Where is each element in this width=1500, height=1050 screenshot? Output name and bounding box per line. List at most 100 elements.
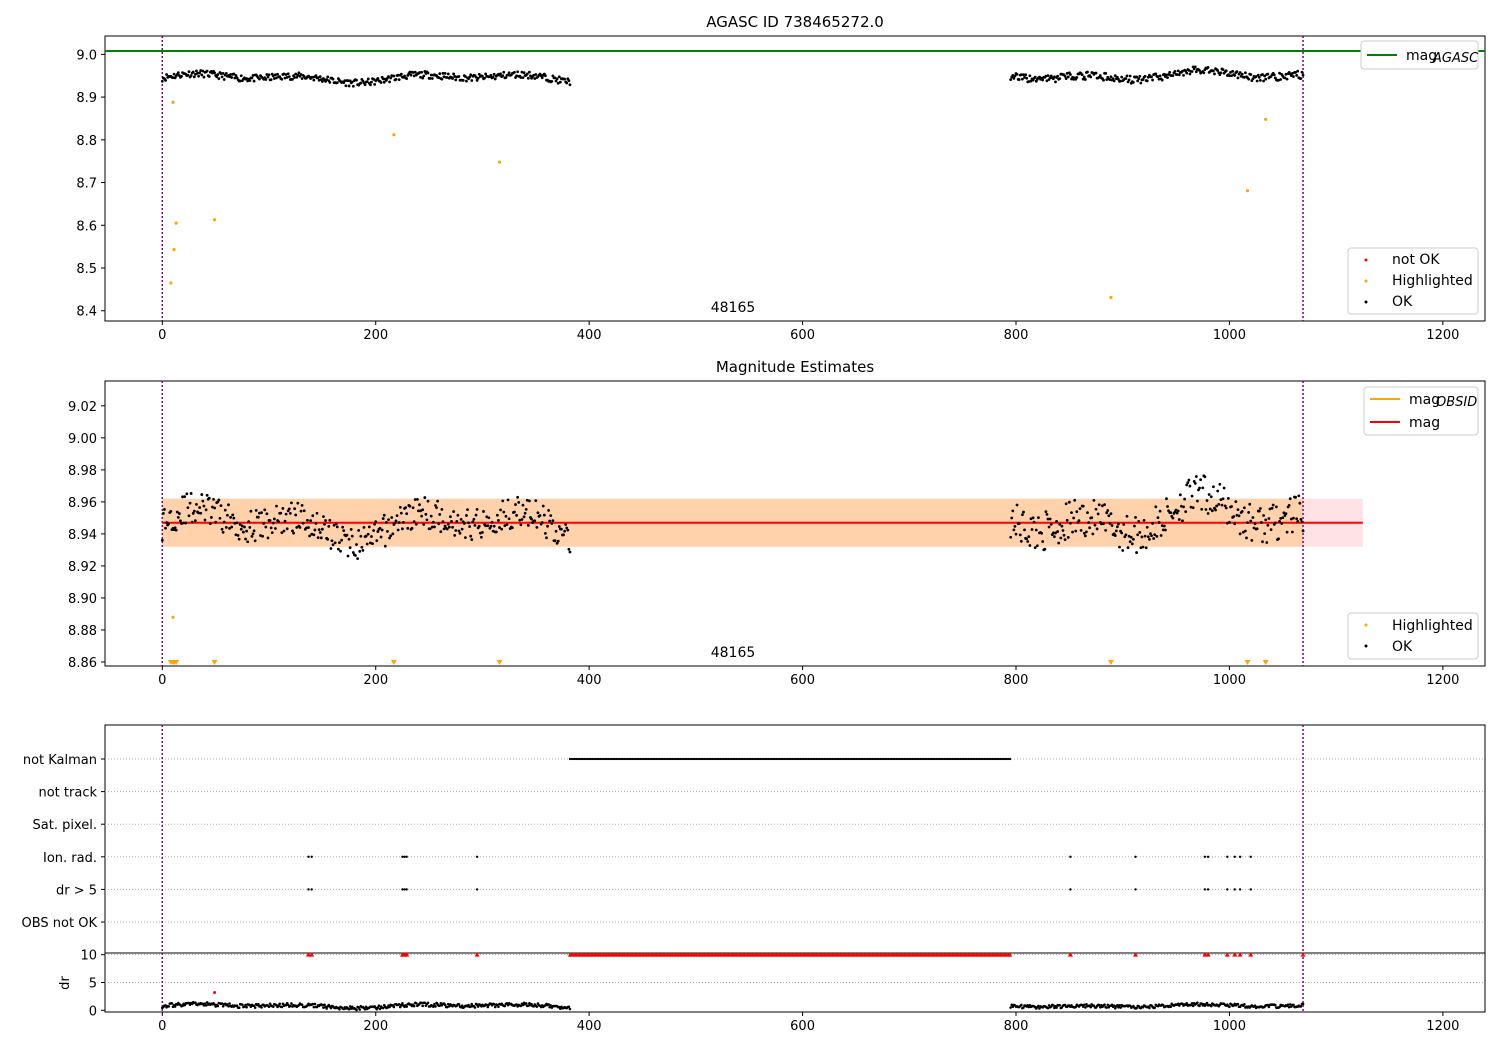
p4-ok-point xyxy=(398,1005,402,1009)
p3-flag-point xyxy=(576,757,580,761)
p1-ok-point xyxy=(160,79,164,83)
p3-flag-point xyxy=(401,888,404,891)
p3-flag-point xyxy=(988,757,991,761)
p3-flag-point xyxy=(730,757,733,761)
p1-ok-point xyxy=(238,79,242,83)
p2-ok-point xyxy=(1160,524,1164,528)
p2-ok-point xyxy=(1043,547,1047,551)
p2-ok-point xyxy=(1073,498,1077,502)
p2-ytick-label: 8.86 xyxy=(68,656,97,671)
p3-flag-point xyxy=(928,757,932,761)
p1-ok-point xyxy=(171,76,175,80)
p2-ok-point xyxy=(1230,505,1233,508)
p3-flag-point xyxy=(613,757,616,761)
p2-ok-point xyxy=(1169,511,1173,514)
p4-xtick-label: 400 xyxy=(577,1019,602,1034)
p2-ok-point xyxy=(381,517,385,520)
p3-flag-point xyxy=(744,757,748,761)
p1-ok-point xyxy=(1029,79,1033,83)
p2-ok-point xyxy=(190,520,194,524)
p4-capped-marker xyxy=(1224,952,1230,957)
p3-flag-point xyxy=(832,757,836,761)
panel4-plot-area: 0 200 400 600 800 1000 1200 0 5 10 xyxy=(80,949,1485,1034)
p3-flag-point xyxy=(956,757,959,761)
p2-ok-point xyxy=(463,536,467,539)
p3-flag-point xyxy=(800,757,804,761)
panel1-legend-bottom: not OK Highlighted OK xyxy=(1347,247,1479,315)
p3-flag-point xyxy=(401,855,404,858)
p4-ok-point xyxy=(1085,1002,1088,1006)
p2-ok-point xyxy=(258,511,261,515)
p2-ok-point xyxy=(1257,509,1261,513)
p2-ok-point xyxy=(1061,529,1065,532)
p1-ok-point xyxy=(320,80,324,83)
p1-ok-point xyxy=(1257,75,1261,79)
p3-flag-point xyxy=(920,757,924,761)
p3-flag-point xyxy=(839,757,842,761)
p1-ok-point xyxy=(506,73,510,77)
p1-ok-point xyxy=(493,77,497,81)
p2-ok-point xyxy=(1044,510,1048,514)
p4-ok-point xyxy=(476,1005,480,1008)
p2-ok-point xyxy=(310,532,314,536)
p2-ok-point xyxy=(504,514,508,518)
p2-offscale-marker xyxy=(1262,660,1269,665)
p2-ok-point xyxy=(1263,532,1267,535)
p1-ok-point xyxy=(516,70,520,74)
p1-ok-point xyxy=(491,75,495,79)
p2-ok-point xyxy=(477,524,481,528)
p4-ok-point xyxy=(397,1003,401,1006)
p2-ok-point xyxy=(491,529,495,533)
p4-ok-point xyxy=(1074,1005,1078,1009)
p1-ok-point xyxy=(164,78,167,82)
p4-ok-point xyxy=(312,1005,316,1009)
p3-flag-point xyxy=(1069,888,1072,891)
p2-ok-point xyxy=(299,509,303,513)
p1-ytick-label: 8.9 xyxy=(76,91,97,106)
p3-flag-point xyxy=(596,757,599,761)
p2-ok-point xyxy=(386,529,389,533)
p2-ok-point xyxy=(248,525,252,529)
p2-ok-point xyxy=(1057,541,1061,545)
p1-ytick-label: 8.5 xyxy=(76,262,97,277)
p2-ok-point xyxy=(1122,522,1126,526)
p3-flag-point xyxy=(1226,888,1229,891)
p3-flag-point xyxy=(840,757,844,761)
p2-ok-point xyxy=(1130,542,1134,546)
p3-flag-point xyxy=(861,757,864,761)
p1-ok-point xyxy=(230,76,234,79)
p1-ok-point xyxy=(233,76,237,80)
p2-ok-point xyxy=(1128,540,1132,544)
panel1-title: AGASC ID 738465272.0 xyxy=(706,13,884,31)
p4-ok-point xyxy=(445,1005,449,1009)
p1-ok-point xyxy=(239,74,243,78)
p4-ok-point xyxy=(235,1004,239,1007)
p1-ok-point xyxy=(408,70,412,74)
p2-ok-point xyxy=(563,529,567,533)
p2-ok-point xyxy=(330,539,334,543)
p1-ok-point xyxy=(438,72,442,76)
p2-ok-point xyxy=(235,521,239,525)
p2-ok-point xyxy=(517,500,521,504)
p2-ok-point xyxy=(479,535,483,539)
p2-ok-point xyxy=(510,526,514,530)
p1-ok-point xyxy=(1294,71,1297,74)
p1-ok-point xyxy=(348,79,352,83)
p4-ok-point xyxy=(443,1003,447,1007)
p2-ok-point xyxy=(322,515,325,518)
p1-highlighted-point xyxy=(1245,189,1250,193)
p2-ok-point xyxy=(198,506,202,509)
p3-flag-point xyxy=(985,757,988,761)
p1-ok-point xyxy=(1141,78,1145,81)
p2-ok-point xyxy=(316,536,320,540)
p2-ok-point xyxy=(251,532,255,536)
p1-ok-point xyxy=(399,72,403,76)
p2-ok-point xyxy=(456,513,460,517)
p1-ok-point xyxy=(1231,69,1235,73)
p1-ok-point xyxy=(1236,76,1240,80)
p1-ok-point xyxy=(1162,72,1166,76)
p4-ok-point xyxy=(1055,1006,1058,1009)
p2-ok-point xyxy=(249,509,253,513)
p2-ok-point xyxy=(1125,514,1129,518)
p3-flag-point xyxy=(997,757,1001,761)
